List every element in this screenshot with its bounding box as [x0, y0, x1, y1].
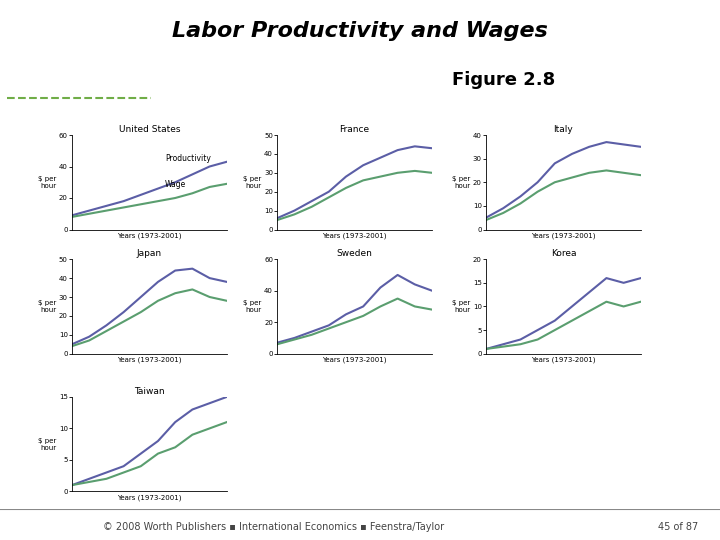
X-axis label: Years (1973-2001): Years (1973-2001): [117, 232, 181, 239]
Y-axis label: $ per
hour: $ per hour: [243, 300, 261, 313]
X-axis label: Years (1973-2001): Years (1973-2001): [117, 494, 181, 501]
Y-axis label: $ per
hour: $ per hour: [452, 300, 470, 313]
Y-axis label: $ per
hour: $ per hour: [452, 176, 470, 189]
Text: © 2008 Worth Publishers ▪ International Economics ▪ Feenstra/Taylor: © 2008 Worth Publishers ▪ International …: [103, 522, 444, 532]
Y-axis label: $ per
hour: $ per hour: [38, 300, 56, 313]
Y-axis label: $ per
hour: $ per hour: [38, 437, 56, 451]
Text: Wage: Wage: [165, 180, 186, 189]
Text: 45 of 87: 45 of 87: [658, 522, 698, 532]
Title: United States: United States: [119, 125, 180, 134]
Title: Taiwan: Taiwan: [134, 387, 165, 396]
X-axis label: Years (1973-2001): Years (1973-2001): [531, 232, 595, 239]
Text: APPLICATION: APPLICATION: [38, 73, 120, 83]
Text: Productivity: Productivity: [165, 153, 211, 163]
Title: Korea: Korea: [551, 249, 576, 259]
Text: Figure 2.8: Figure 2.8: [452, 71, 556, 89]
X-axis label: Years (1973-2001): Years (1973-2001): [323, 356, 387, 363]
X-axis label: Years (1973-2001): Years (1973-2001): [323, 232, 387, 239]
Title: Japan: Japan: [137, 249, 162, 259]
Title: Sweden: Sweden: [337, 249, 372, 259]
X-axis label: Years (1973-2001): Years (1973-2001): [531, 356, 595, 363]
Title: Italy: Italy: [554, 125, 573, 134]
Y-axis label: $ per
hour: $ per hour: [38, 176, 56, 189]
Title: France: France: [340, 125, 369, 134]
Y-axis label: $ per
hour: $ per hour: [243, 176, 261, 189]
Text: Labor Productivity and Wages: Labor Productivity and Wages: [172, 21, 548, 41]
X-axis label: Years (1973-2001): Years (1973-2001): [117, 356, 181, 363]
